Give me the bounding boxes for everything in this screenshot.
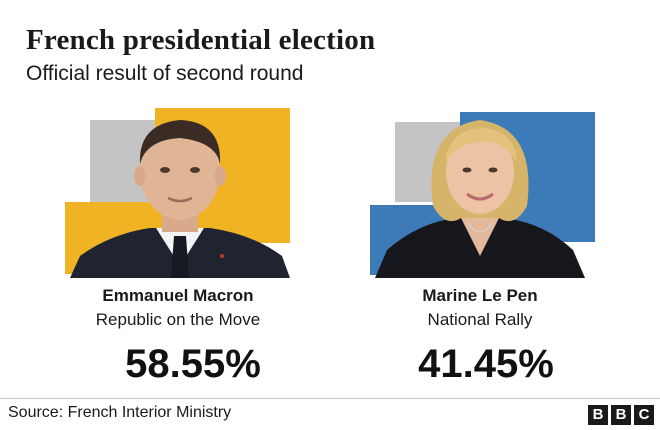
vote-share-label: 58.55% xyxy=(125,342,261,386)
candidate-lepen: Marine Le Pen National Rally 41.45% xyxy=(365,98,605,388)
candidate-name: Emmanuel Macron xyxy=(102,286,254,305)
logo-letter: B xyxy=(588,405,608,425)
bbc-logo: B B C xyxy=(588,405,654,425)
candidate-party: Republic on the Move xyxy=(95,310,261,329)
chart-title: French presidential election xyxy=(26,24,376,56)
candidate-name: Marine Le Pen xyxy=(422,286,538,305)
candidate-party: National Rally xyxy=(427,310,533,329)
lepen-portrait xyxy=(375,110,585,278)
logo-letter: C xyxy=(634,405,654,425)
footer: Source: French Interior Ministry B B C xyxy=(0,398,660,430)
source-note: Source: French Interior Ministry xyxy=(8,404,232,421)
chart-subtitle: Official result of second round xyxy=(26,62,304,85)
logo-letter: B xyxy=(611,405,631,425)
macron-portrait xyxy=(70,106,290,278)
candidate-macron: Emmanuel Macron Republic on the Move 58.… xyxy=(60,98,300,388)
vote-share-label: 41.45% xyxy=(418,342,554,386)
